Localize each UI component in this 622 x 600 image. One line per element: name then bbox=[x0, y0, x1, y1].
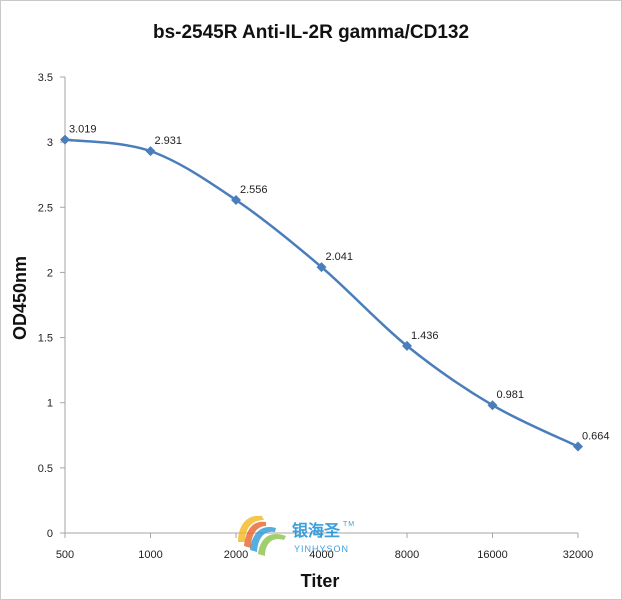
data-point-marker bbox=[60, 134, 70, 145]
x-axis-title: Titer bbox=[301, 571, 340, 591]
y-tick-label: 1.5 bbox=[38, 333, 53, 345]
x-tick-label: 8000 bbox=[395, 549, 419, 561]
y-tick-label: 1 bbox=[47, 398, 53, 410]
data-label: 2.556 bbox=[240, 184, 268, 196]
y-tick-label: 0 bbox=[47, 528, 53, 540]
data-label: 1.436 bbox=[411, 330, 439, 342]
x-tick-label: 16000 bbox=[477, 549, 508, 561]
x-tick-label: 32000 bbox=[563, 549, 594, 561]
watermark: 银海圣 TM YINHYSON bbox=[238, 515, 355, 556]
data-label: 2.041 bbox=[326, 251, 354, 263]
data-point-marker bbox=[487, 400, 498, 411]
data-point-marker bbox=[231, 194, 241, 205]
data-labels: 3.019 2.931 2.556 2.041 1.436 0.981 0.664 bbox=[69, 124, 610, 443]
x-tick-label: 1000 bbox=[138, 549, 162, 561]
data-point-marker bbox=[145, 146, 156, 157]
x-tick-label: 500 bbox=[56, 549, 74, 561]
data-label: 3.019 bbox=[69, 124, 97, 136]
data-label: 0.664 bbox=[582, 430, 610, 442]
watermark-text-en: YINHYSON bbox=[294, 544, 349, 554]
watermark-tm: TM bbox=[343, 521, 355, 528]
data-point-marker bbox=[402, 340, 412, 351]
y-tick-label: 3 bbox=[47, 137, 53, 149]
x-tick-label: 4000 bbox=[309, 549, 333, 561]
data-label: 2.931 bbox=[155, 135, 183, 147]
y-tick-label: 2 bbox=[47, 267, 53, 279]
chart-title: bs-2545R Anti-IL-2R gamma/CD132 bbox=[153, 22, 469, 43]
series-markers bbox=[60, 134, 583, 452]
data-point-marker bbox=[316, 262, 327, 273]
y-axis-title: OD450nm bbox=[10, 256, 30, 340]
watermark-logo-icon bbox=[238, 515, 286, 556]
y-tick-label: 2.5 bbox=[38, 202, 53, 214]
data-label: 0.981 bbox=[497, 389, 525, 401]
y-tick-label: 3.5 bbox=[38, 72, 53, 84]
axes bbox=[60, 76, 579, 538]
y-tick-labels: 0 0.5 1 1.5 2 2.5 3 3.5 bbox=[38, 72, 53, 540]
watermark-text-cn: 银海圣 bbox=[292, 521, 341, 540]
data-point-marker bbox=[573, 441, 583, 452]
x-tick-labels: 500 1000 2000 4000 8000 16000 32000 bbox=[56, 549, 593, 561]
x-tick-label: 2000 bbox=[224, 549, 248, 561]
y-tick-label: 0.5 bbox=[38, 463, 53, 475]
